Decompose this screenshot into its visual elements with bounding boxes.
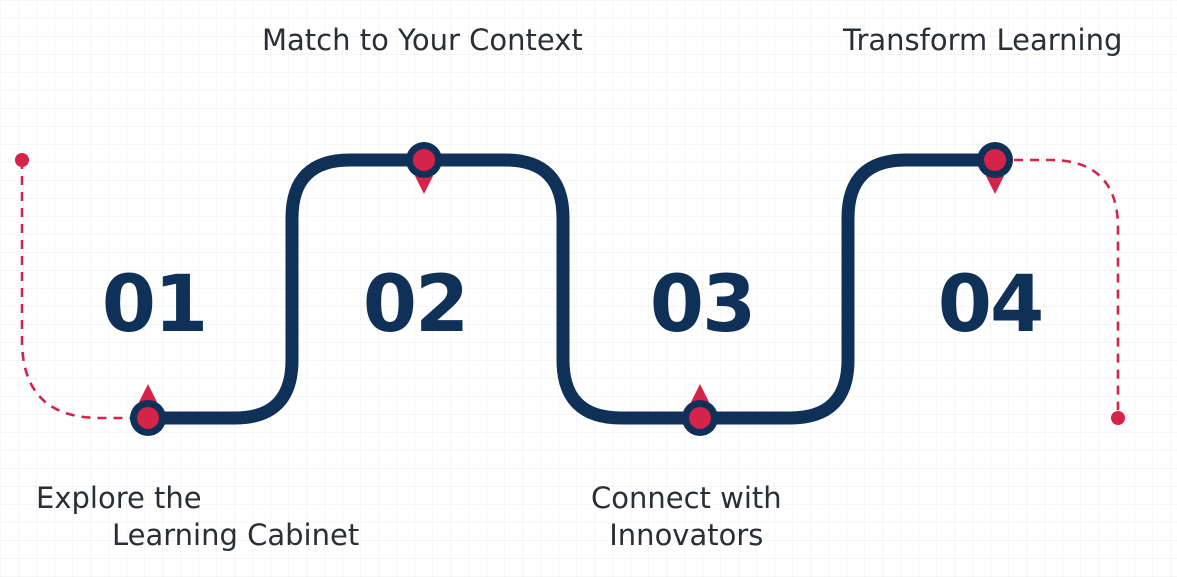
- marker-2: [406, 142, 442, 178]
- step-3-label: Connect with Innovators: [591, 480, 782, 554]
- marker-3-pointer: [691, 384, 709, 402]
- step-2-label-line1: Match to Your Context: [262, 23, 583, 57]
- step-2-number: 02: [362, 260, 470, 350]
- marker-4: [977, 142, 1013, 178]
- winding-road: [143, 153, 1005, 425]
- step-2-label: Match to Your Context: [262, 22, 583, 59]
- step-3-number: 03: [649, 260, 757, 350]
- dashed-lead-in: [20, 160, 150, 420]
- marker-2-pointer: [415, 176, 433, 194]
- marker-1: [130, 400, 166, 436]
- marker-3: [682, 400, 718, 436]
- marker-4-pointer: [986, 176, 1004, 194]
- step-1-label: Explore the Learning Cabinet: [36, 480, 359, 554]
- end-dot: [1111, 411, 1125, 425]
- step-1-number: 01: [101, 260, 209, 350]
- step-4-label: Transform Learning: [843, 22, 1122, 59]
- step-1-label-line1: Explore the: [36, 481, 202, 515]
- step-1-label-line2: Learning Cabinet: [112, 517, 360, 552]
- step-4-label-line1: Transform Learning: [843, 23, 1123, 57]
- step-4-number: 04: [937, 260, 1045, 350]
- step-3-label-line1: Connect with: [591, 481, 782, 515]
- start-dot: [15, 153, 29, 167]
- marker-1-pointer: [139, 384, 157, 402]
- step-3-label-line2: Innovators: [609, 517, 764, 552]
